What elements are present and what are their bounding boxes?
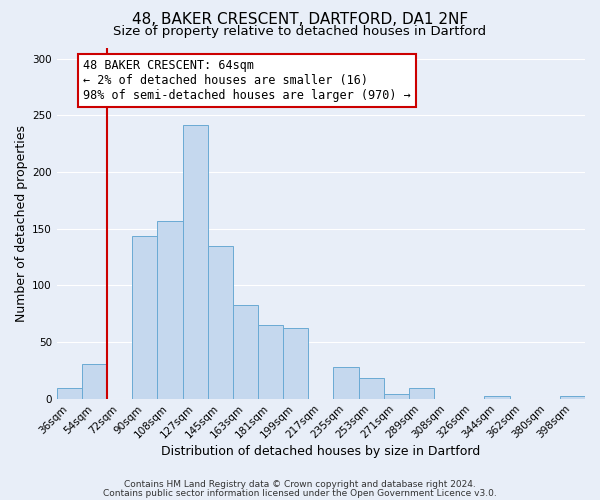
Bar xyxy=(233,304,258,398)
Bar xyxy=(560,396,585,398)
Bar xyxy=(359,378,384,398)
Bar xyxy=(283,328,308,398)
Bar xyxy=(334,367,359,398)
Text: 48, BAKER CRESCENT, DARTFORD, DA1 2NF: 48, BAKER CRESCENT, DARTFORD, DA1 2NF xyxy=(132,12,468,28)
X-axis label: Distribution of detached houses by size in Dartford: Distribution of detached houses by size … xyxy=(161,444,481,458)
Bar xyxy=(157,221,182,398)
Bar xyxy=(484,396,509,398)
Text: Contains HM Land Registry data © Crown copyright and database right 2024.: Contains HM Land Registry data © Crown c… xyxy=(124,480,476,489)
Y-axis label: Number of detached properties: Number of detached properties xyxy=(15,124,28,322)
Text: Contains public sector information licensed under the Open Government Licence v3: Contains public sector information licen… xyxy=(103,488,497,498)
Bar xyxy=(409,388,434,398)
Bar xyxy=(182,124,208,398)
Bar xyxy=(132,236,157,398)
Bar xyxy=(208,246,233,398)
Bar xyxy=(57,388,82,398)
Bar xyxy=(384,394,409,398)
Bar xyxy=(82,364,107,398)
Bar xyxy=(258,325,283,398)
Text: 48 BAKER CRESCENT: 64sqm
← 2% of detached houses are smaller (16)
98% of semi-de: 48 BAKER CRESCENT: 64sqm ← 2% of detache… xyxy=(83,59,411,102)
Text: Size of property relative to detached houses in Dartford: Size of property relative to detached ho… xyxy=(113,25,487,38)
